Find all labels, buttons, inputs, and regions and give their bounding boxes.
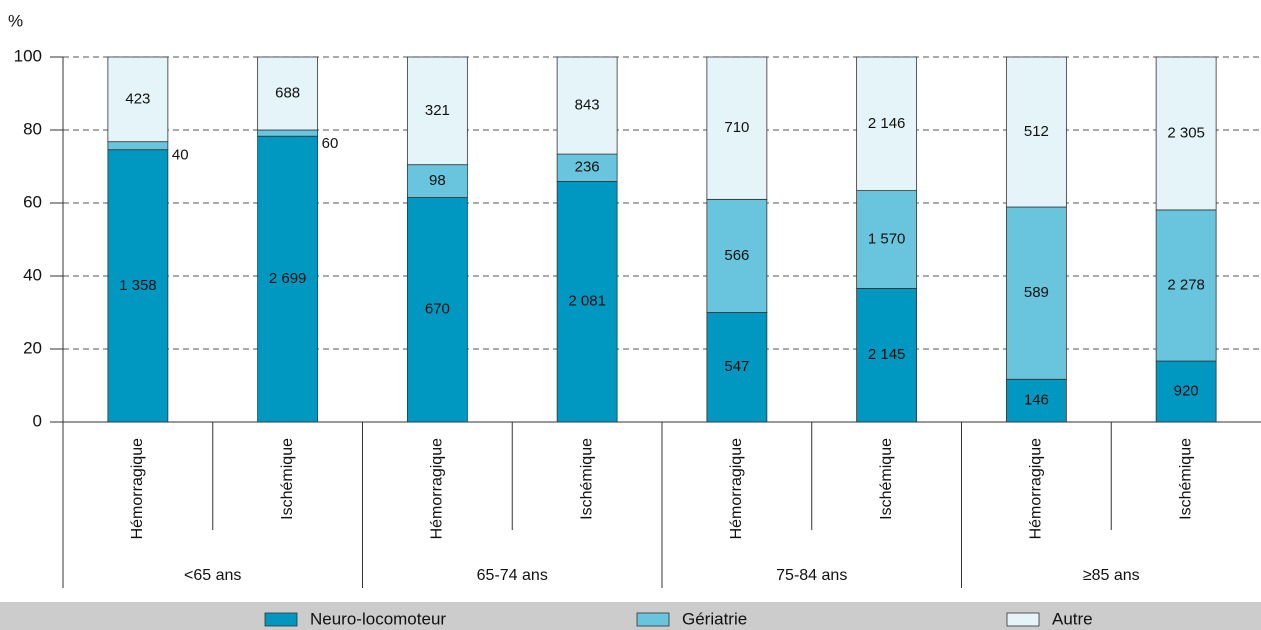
x-tick-label: Hémorragique bbox=[1028, 438, 1045, 539]
data-label: 321 bbox=[425, 102, 450, 119]
bar-segment bbox=[1005, 206, 1067, 380]
x-tick-label: Hémorragique bbox=[728, 438, 745, 539]
group-label: 65-74 ans bbox=[477, 567, 548, 584]
data-label: 920 bbox=[1174, 382, 1199, 399]
y-tick-label: 20 bbox=[23, 338, 42, 357]
x-tick-label: Ischémique bbox=[279, 438, 296, 520]
x-tick-label: Ischémique bbox=[878, 438, 895, 520]
x-tick-label: Ischémique bbox=[1177, 438, 1194, 520]
x-tick-label: Hémorragique bbox=[129, 438, 146, 539]
bar-segment bbox=[556, 153, 618, 182]
legend-label: Autre bbox=[1052, 609, 1093, 628]
data-label: 670 bbox=[425, 301, 450, 318]
legend-label: Neuro-locomoteur bbox=[310, 609, 446, 628]
data-label: 547 bbox=[724, 358, 749, 375]
bar-segment bbox=[406, 164, 468, 198]
data-label: 843 bbox=[575, 97, 600, 114]
group-label: ≥85 ans bbox=[1083, 567, 1140, 584]
data-label: 2 146 bbox=[868, 115, 906, 132]
data-label: 236 bbox=[575, 159, 600, 176]
data-label: 589 bbox=[1024, 284, 1049, 301]
data-label: 2 081 bbox=[568, 293, 606, 310]
y-tick-label: 80 bbox=[23, 119, 42, 138]
data-label: 40 bbox=[172, 147, 189, 164]
bar-segment bbox=[556, 181, 618, 423]
y-tick-label: 60 bbox=[23, 192, 42, 211]
bar-segment bbox=[1155, 209, 1217, 362]
bar-segment bbox=[856, 56, 918, 191]
bar-segment bbox=[856, 288, 918, 423]
data-label: 710 bbox=[724, 119, 749, 136]
legend-swatch bbox=[264, 612, 298, 627]
group-label: 75-84 ans bbox=[776, 567, 847, 584]
bar-segment bbox=[856, 190, 918, 289]
legend-swatch bbox=[1006, 612, 1040, 627]
x-tick-label: Ischémique bbox=[578, 438, 595, 520]
bar-segment bbox=[406, 56, 468, 166]
data-label: 146 bbox=[1024, 392, 1049, 409]
bar-segment bbox=[1005, 378, 1067, 423]
data-label: 566 bbox=[724, 247, 749, 264]
bar-segment bbox=[1155, 56, 1217, 211]
data-label: 1 570 bbox=[868, 230, 906, 247]
y-axis-label: % bbox=[8, 11, 23, 30]
bar-segment bbox=[1005, 56, 1067, 208]
y-tick-label: 0 bbox=[33, 411, 42, 430]
data-label: 423 bbox=[125, 90, 150, 107]
bar-segment bbox=[107, 56, 169, 143]
data-label: 60 bbox=[322, 135, 339, 152]
bar-segment bbox=[406, 197, 468, 423]
data-label: 512 bbox=[1024, 123, 1049, 140]
data-label: 1 358 bbox=[119, 277, 157, 294]
data-label: 2 145 bbox=[868, 346, 906, 363]
bar-segment bbox=[706, 198, 768, 313]
bar-segment bbox=[1155, 360, 1217, 423]
data-label: 98 bbox=[429, 172, 446, 189]
bar-segment bbox=[706, 56, 768, 200]
bar-segment bbox=[107, 149, 169, 423]
data-label: 2 699 bbox=[269, 270, 307, 287]
legend-label: Gériatrie bbox=[682, 609, 747, 628]
bar-segment bbox=[556, 56, 618, 155]
data-label: 2 278 bbox=[1167, 276, 1205, 293]
group-label: <65 ans bbox=[184, 567, 241, 584]
bar-segment bbox=[257, 129, 319, 137]
data-label: 688 bbox=[275, 84, 300, 101]
data-label: 2 305 bbox=[1167, 124, 1205, 141]
legend-swatch bbox=[636, 612, 670, 627]
bar-segment bbox=[107, 141, 169, 151]
bar-segment bbox=[257, 56, 319, 131]
x-tick-label: Hémorragique bbox=[429, 438, 446, 539]
y-tick-label: 40 bbox=[23, 265, 42, 284]
y-tick-label: 100 bbox=[14, 46, 42, 65]
legend-band bbox=[0, 602, 1261, 630]
